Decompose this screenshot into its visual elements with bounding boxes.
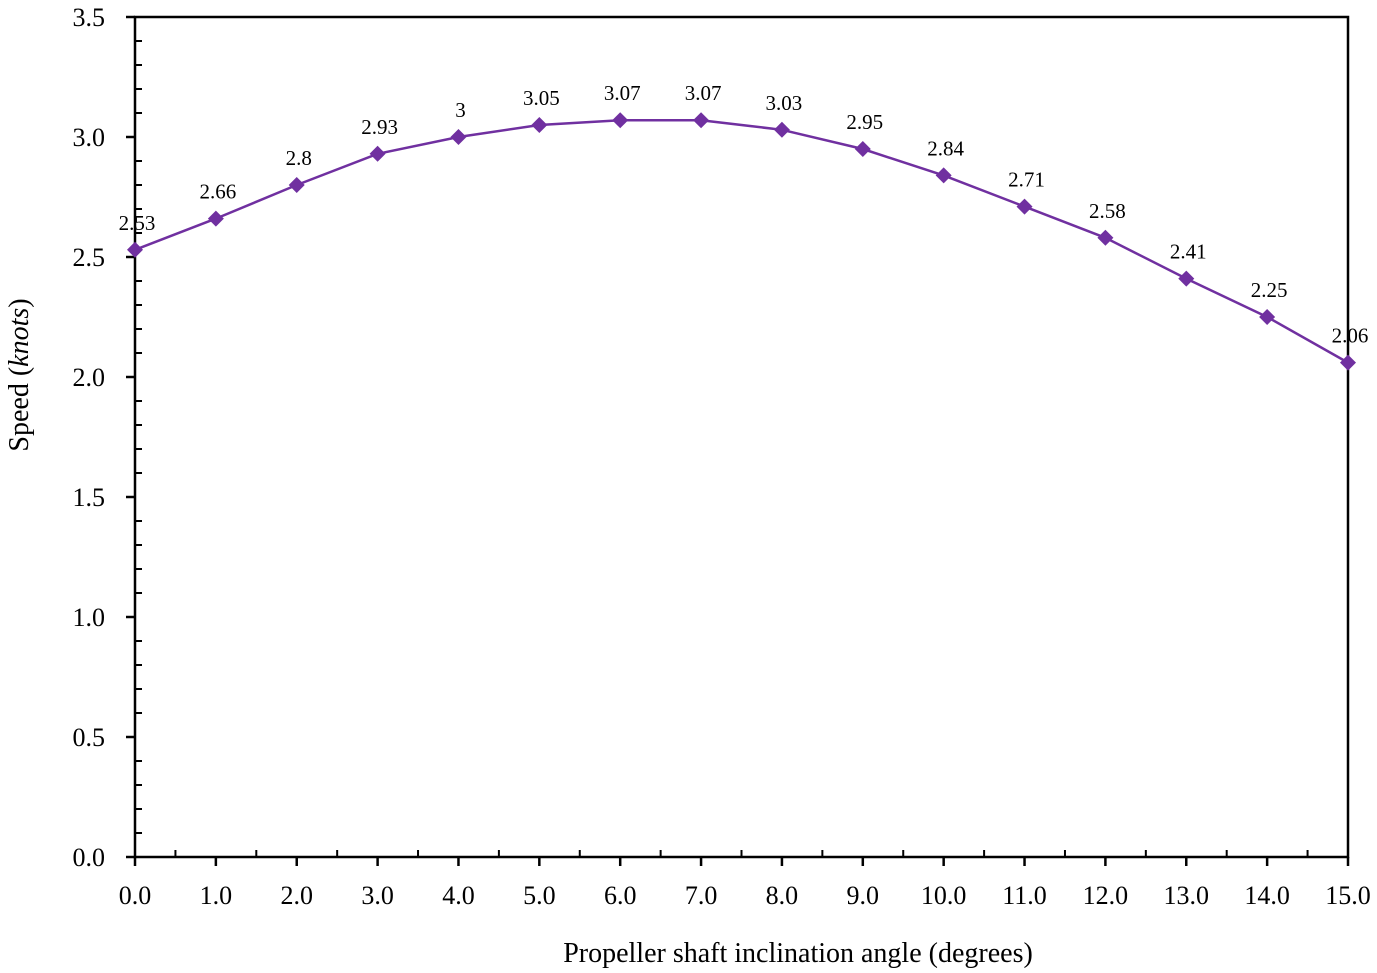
data-label: 2.84 [927,136,964,160]
data-labels: 2.53 2.66 2.8 2.93 3 3.05 3.07 3.07 3.03 2.95 2.84… [119,81,1369,347]
diamond-marker [1097,229,1114,246]
x-tick-label: 7.0 [685,881,718,910]
data-label: 2.53 [119,211,156,235]
y-tick-label: 3.0 [73,123,106,152]
x-tick-label: 0.0 [119,881,152,910]
data-label: 3.03 [766,91,803,115]
x-tick-label: 13.0 [1164,881,1210,910]
data-label: 3.07 [685,81,722,105]
data-label: 2.8 [286,146,312,170]
data-label: 2.06 [1332,324,1369,348]
data-label: 3.05 [523,86,560,110]
diamond-marker [612,112,629,129]
data-label: 3 [455,98,466,122]
data-label: 3.07 [604,81,641,105]
diamond-marker [450,129,467,145]
x-tick-label: 9.0 [847,881,880,910]
diamond-marker [773,121,790,138]
x-tick-label: 2.0 [280,881,313,910]
x-axis-title: Propeller shaft inclination angle (degre… [563,938,1033,969]
diamond-marker [1340,354,1356,371]
x-tick-label: 14.0 [1244,881,1290,910]
y-tick-label: 0.0 [73,843,106,872]
diamond-marker [693,112,710,129]
plot-area [133,15,1350,859]
x-tick-label: 15.0 [1325,881,1371,910]
diamond-marker [207,210,224,227]
diamond-marker [1259,309,1276,325]
diamond-marker [288,177,305,193]
x-tick-label: 4.0 [442,881,475,910]
diamond-marker [1016,198,1033,215]
x-tick-label: 1.0 [200,881,233,910]
series-line [134,118,1349,364]
y-tick-label: 2.0 [73,363,106,392]
diamond-marker [854,141,871,157]
data-label: 2.71 [1008,168,1045,192]
y-tick-label: 2.5 [73,243,106,272]
diamond-marker [127,241,143,258]
data-label: 2.93 [361,115,398,139]
plot-border [133,15,1350,859]
x-tick-label: 12.0 [1083,881,1129,910]
diamond-marker [1178,270,1195,287]
x-tick-label: 11.0 [1002,881,1047,910]
diamond-marker [531,117,548,133]
diamond-marker [369,145,386,162]
x-tick-label: 3.0 [361,881,394,910]
data-label: 2.58 [1089,199,1126,223]
x-tick-label: 6.0 [604,881,637,910]
data-series [127,112,1356,371]
data-label: 2.25 [1251,278,1288,302]
x-tick-label: 8.0 [766,881,799,910]
y-tick-label: 3.5 [73,3,106,32]
diamond-marker [935,167,952,184]
data-label: 2.95 [846,110,883,134]
y-axis-title: Speed (knots) [4,298,35,451]
y-tick-label: 1.0 [73,603,106,632]
x-axis: 0.0 1.0 2.0 3.0 4.0 5.0 6.0 7.0 8.0 9.0 10.0 11.0 12… [119,850,1371,910]
y-tick-label: 0.5 [73,723,106,752]
data-label: 2.41 [1170,240,1207,264]
data-label: 2.66 [199,180,236,204]
y-axis: 0.0 0.5 1.0 1.5 2.0 2.5 3.0 3.5 [73,3,142,872]
x-tick-label: 10.0 [921,881,967,910]
y-tick-label: 1.5 [73,483,106,512]
x-tick-label: 5.0 [523,881,556,910]
